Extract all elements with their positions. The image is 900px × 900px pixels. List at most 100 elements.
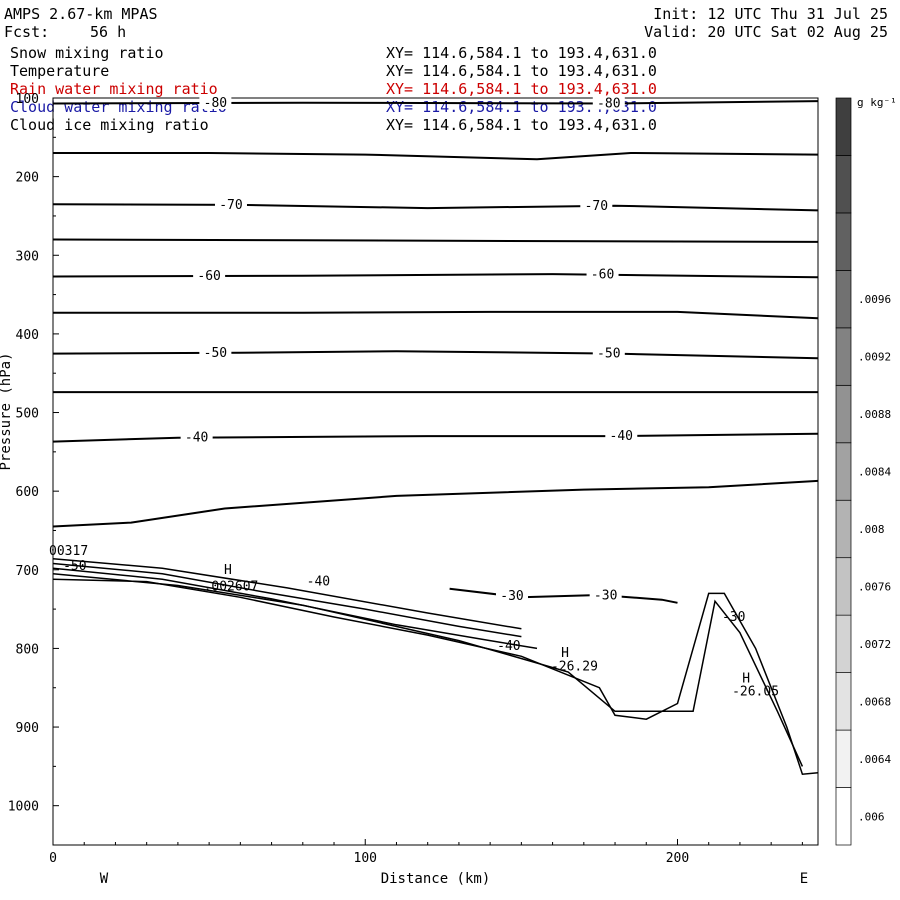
isotherm-label-bg (193, 268, 226, 283)
y-tick-label: 300 (16, 249, 39, 264)
isotherm-label: -40 (185, 431, 208, 446)
variable-xy-range: XY= 114.6,584.1 to 193.4,631.0 (386, 62, 657, 80)
colorbar-swatch (835, 384, 852, 444)
x-end-label-left: W (100, 871, 109, 887)
variable-xy-range: XY= 114.6,584.1 to 193.4,631.0 (386, 116, 657, 134)
variable-name: Cloud water mixing ratio (10, 98, 227, 116)
y-tick-label: 800 (16, 642, 39, 657)
x-axis-title: Distance (km) (381, 871, 491, 887)
colorbar-swatch (835, 212, 852, 271)
isotherm-line (449, 587, 678, 604)
variable-xy-range: XY= 114.6,584.1 to 193.4,631.0 (386, 44, 657, 62)
y-tick-label: 900 (16, 721, 39, 736)
model-title: AMPS 2.67-km MPAS (4, 5, 158, 23)
terrain-line (52, 578, 819, 776)
isotherm-line (52, 238, 819, 243)
contour-annotation: -40 (307, 575, 330, 590)
isotherm-line (53, 151, 819, 161)
colorbar-swatch (835, 672, 852, 731)
colorbar-swatch (835, 499, 852, 559)
isotherm-label-bg (496, 588, 528, 603)
colorbar-swatch (835, 557, 852, 616)
isotherm-label-bg (180, 429, 213, 444)
terrain-line (52, 572, 804, 767)
isotherm-label: -40 (610, 429, 633, 444)
terrain-line (52, 567, 538, 650)
contour-annotation: H (742, 671, 750, 686)
colorbar-swatch (835, 270, 852, 329)
colorbar-swatch (835, 614, 852, 673)
variable-name: Snow mixing ratio (10, 44, 164, 62)
contour-annotation: -40 (497, 639, 520, 654)
isotherm-label-bg (589, 587, 622, 602)
colorbar-label: .0064 (858, 753, 891, 766)
forecast-hour: 56 h (90, 23, 127, 41)
variable-xy-range: XY= 114.6,584.1 to 193.4,631.0 (386, 80, 657, 98)
isotherm-line (52, 479, 819, 528)
colorbar-label: .0096 (858, 293, 891, 306)
contour-annotation: H (561, 646, 569, 661)
colorbar-label: .006 (858, 810, 885, 823)
isotherm-label-bg (580, 197, 613, 212)
contour-annotation: -50 (63, 559, 86, 574)
colorbar: .006 .0064 .0068 .0072 .0076 .008 .0084 .0088 .0… (835, 96, 897, 846)
isotherm-line (52, 203, 819, 212)
isotherm-label: -60 (591, 268, 614, 283)
contour-annotation: -26.05 (732, 685, 779, 700)
x-tick-label: 100 (354, 851, 377, 866)
plot-frame (52, 97, 819, 846)
y-tick-label: 1000 (8, 800, 39, 815)
valid-time: Valid: 20 UTC Sat 02 Aug 25 (644, 23, 888, 41)
contour-annotation: 00317 (49, 544, 88, 559)
x-end-label-right: E (800, 871, 808, 887)
isotherm-label: -70 (219, 198, 242, 213)
y-tick-label: 700 (16, 564, 39, 579)
colorbar-swatch (835, 442, 852, 501)
contour-annotation: .002607 (204, 579, 259, 594)
y-tick-label: 500 (16, 407, 39, 422)
x-tick-label: 0 (49, 851, 57, 866)
variable-name: Temperature (10, 62, 110, 80)
colorbar-label: .0072 (858, 638, 891, 651)
isotherm-label: -50 (597, 346, 620, 361)
colorbar-swatch (835, 787, 852, 846)
colorbar-label: .0084 (858, 466, 891, 479)
terrain-contours (52, 558, 819, 776)
y-tick-label: 400 (16, 328, 39, 343)
isotherm-label: -70 (585, 199, 608, 214)
colorbar-label: .0068 (858, 695, 891, 708)
isotherm-label-bg (717, 608, 750, 623)
isotherm-label-bg (199, 344, 232, 359)
colorbar-unit: g kg⁻¹ (857, 96, 897, 109)
colorbar-swatch (835, 327, 852, 386)
isotherm-label: -50 (204, 346, 227, 361)
isotherm-label: -60 (197, 269, 220, 284)
isotherm-label-bg (586, 266, 619, 281)
y-tick-label: 200 (16, 171, 39, 186)
contour-annotation: H (224, 563, 232, 578)
colorbar-swatch (835, 97, 852, 156)
colorbar-label: .0092 (858, 351, 891, 364)
colorbar-swatch (835, 155, 852, 214)
isotherm-line (52, 350, 819, 360)
colorbar-swatch (835, 729, 852, 788)
isotherm-line (52, 432, 819, 443)
variable-name: Rain water mixing ratio (10, 80, 218, 98)
y-axis-title: Pressure (hPa) (0, 352, 14, 470)
terrain-line (52, 562, 522, 638)
colorbar-label: .0088 (858, 408, 891, 421)
init-time: Init: 12 UTC Thu 31 Jul 25 (653, 5, 888, 23)
isotherm-contours: -80 -80-70 -70-60 -60-50 -50-40 -40-30 -30-30 (52, 94, 819, 625)
variable-xy-range: XY= 114.6,584.1 to 193.4,631.0 (386, 98, 657, 116)
variable-name: Cloud ice mixing ratio (10, 116, 209, 134)
isotherm-label-bg (605, 428, 638, 443)
isotherm-label-bg (214, 196, 247, 211)
terrain-line (52, 558, 522, 630)
forecast-label: Fcst: (4, 23, 50, 41)
colorbar-label: .008 (858, 523, 885, 536)
y-tick-label: 600 (16, 485, 39, 500)
isotherm-label: -30 (594, 588, 617, 603)
colorbar-label: .0076 (858, 580, 891, 593)
